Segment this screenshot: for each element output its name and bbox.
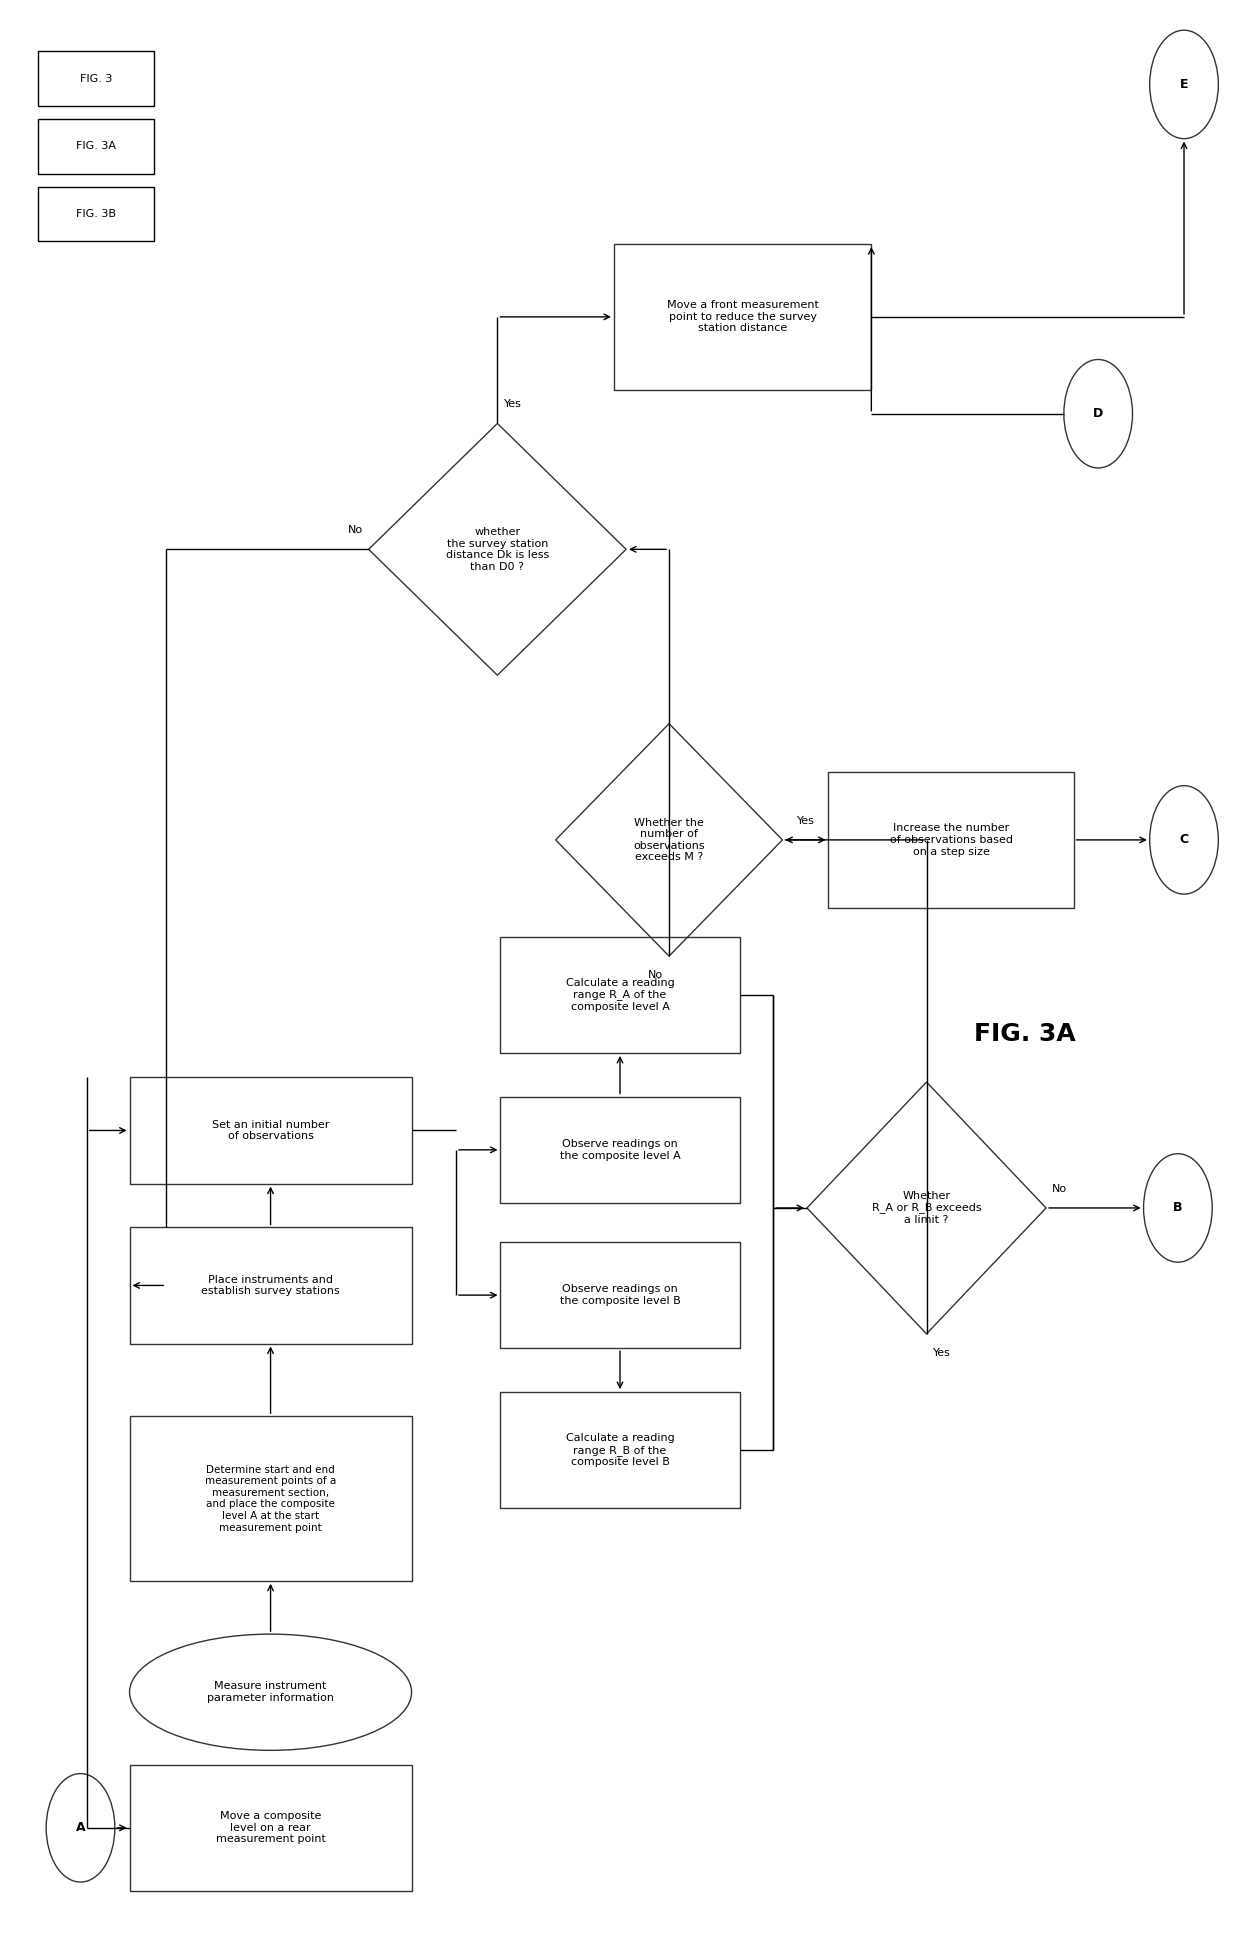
Text: B: B <box>1173 1202 1183 1214</box>
Text: Determine start and end
measurement points of a
measurement section,
and place t: Determine start and end measurement poin… <box>205 1465 336 1533</box>
Text: Yes: Yes <box>503 400 521 410</box>
Text: No: No <box>1053 1184 1068 1194</box>
Text: FIG. 3A: FIG. 3A <box>76 140 115 152</box>
Text: Observe readings on
the composite level A: Observe readings on the composite level … <box>559 1139 681 1161</box>
Text: FIG. 3A: FIG. 3A <box>973 1022 1075 1046</box>
Text: Move a front measurement
point to reduce the survey
station distance: Move a front measurement point to reduce… <box>667 300 818 334</box>
Text: Set an initial number
of observations: Set an initial number of observations <box>212 1120 330 1141</box>
Text: FIG. 3B: FIG. 3B <box>76 209 115 219</box>
Text: A: A <box>76 1822 86 1834</box>
Text: Observe readings on
the composite level B: Observe readings on the composite level … <box>559 1284 681 1305</box>
Text: No: No <box>647 970 663 981</box>
Text: Increase the number
of observations based
on a step size: Increase the number of observations base… <box>889 823 1013 856</box>
Text: Whether
R_A or R_B exceeds
a limit ?: Whether R_A or R_B exceeds a limit ? <box>872 1190 981 1225</box>
Text: Calculate a reading
range R_B of the
composite level B: Calculate a reading range R_B of the com… <box>565 1434 675 1467</box>
Text: Calculate a reading
range R_A of the
composite level A: Calculate a reading range R_A of the com… <box>565 977 675 1013</box>
Text: Whether the
number of
observations
exceeds M ?: Whether the number of observations excee… <box>634 817 704 862</box>
Text: whether
the survey station
distance Dk is less
than D0 ?: whether the survey station distance Dk i… <box>445 527 549 572</box>
Text: Measure instrument
parameter information: Measure instrument parameter information <box>207 1682 334 1703</box>
Text: No: No <box>347 525 362 535</box>
Text: Move a composite
level on a rear
measurement point: Move a composite level on a rear measure… <box>216 1811 325 1844</box>
Text: Yes: Yes <box>932 1348 951 1358</box>
Text: Place instruments and
establish survey stations: Place instruments and establish survey s… <box>201 1274 340 1295</box>
Text: C: C <box>1179 833 1189 847</box>
Text: D: D <box>1092 408 1104 419</box>
Text: Yes: Yes <box>796 816 815 825</box>
Text: E: E <box>1179 78 1188 92</box>
Text: FIG. 3: FIG. 3 <box>79 74 112 84</box>
